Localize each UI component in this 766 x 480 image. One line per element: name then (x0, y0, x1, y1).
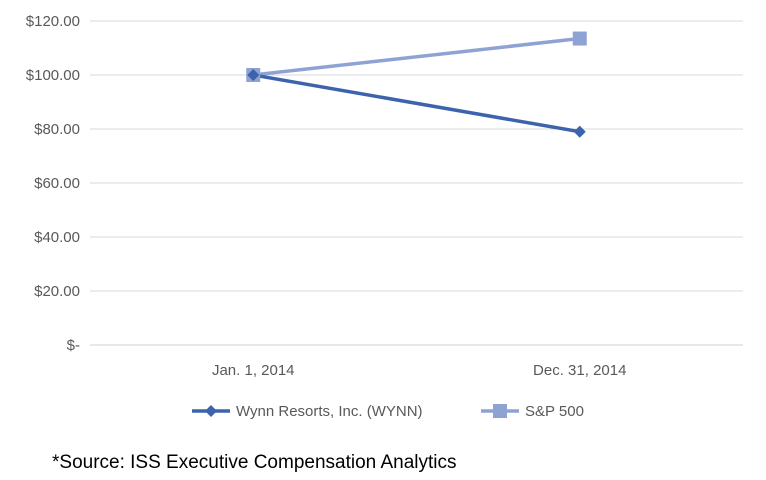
series-lines (246, 31, 587, 138)
x-tick-label: Dec. 31, 2014 (533, 362, 626, 379)
y-tick-label: $120.00 (26, 13, 80, 30)
diamond-marker (573, 125, 586, 138)
series-line (252, 73, 581, 134)
series-line (253, 36, 580, 77)
gridlines (90, 20, 743, 346)
square-marker (572, 31, 587, 46)
y-tick-label: $- (67, 337, 80, 354)
legend-label: S&P 500 (525, 403, 584, 420)
y-tick-label: $40.00 (34, 229, 80, 246)
x-axis-labels: Jan. 1, 2014 Dec. 31, 2014 (212, 362, 626, 379)
x-tick-label: Jan. 1, 2014 (212, 362, 295, 379)
legend-label: Wynn Resorts, Inc. (WYNN) (236, 403, 423, 420)
y-tick-label: $80.00 (34, 121, 80, 138)
y-axis-labels: $- $20.00 $40.00 $60.00 $80.00 $100.00 $120.00 (26, 13, 80, 354)
y-tick-label: $100.00 (26, 67, 80, 84)
diamond-marker (247, 69, 260, 81)
line-chart: $- $20.00 $40.00 $60.00 $80.00 $100.00 $120.00… (26, 13, 743, 420)
legend: Wynn Resorts, Inc. (WYNN) S&P 500 (192, 403, 584, 420)
diamond-marker (205, 405, 217, 417)
source-footnote: *Source: ISS Executive Compensation Anal… (52, 452, 457, 473)
square-marker (493, 404, 507, 418)
y-tick-label: $20.00 (34, 283, 80, 300)
y-tick-label: $60.00 (34, 175, 80, 192)
